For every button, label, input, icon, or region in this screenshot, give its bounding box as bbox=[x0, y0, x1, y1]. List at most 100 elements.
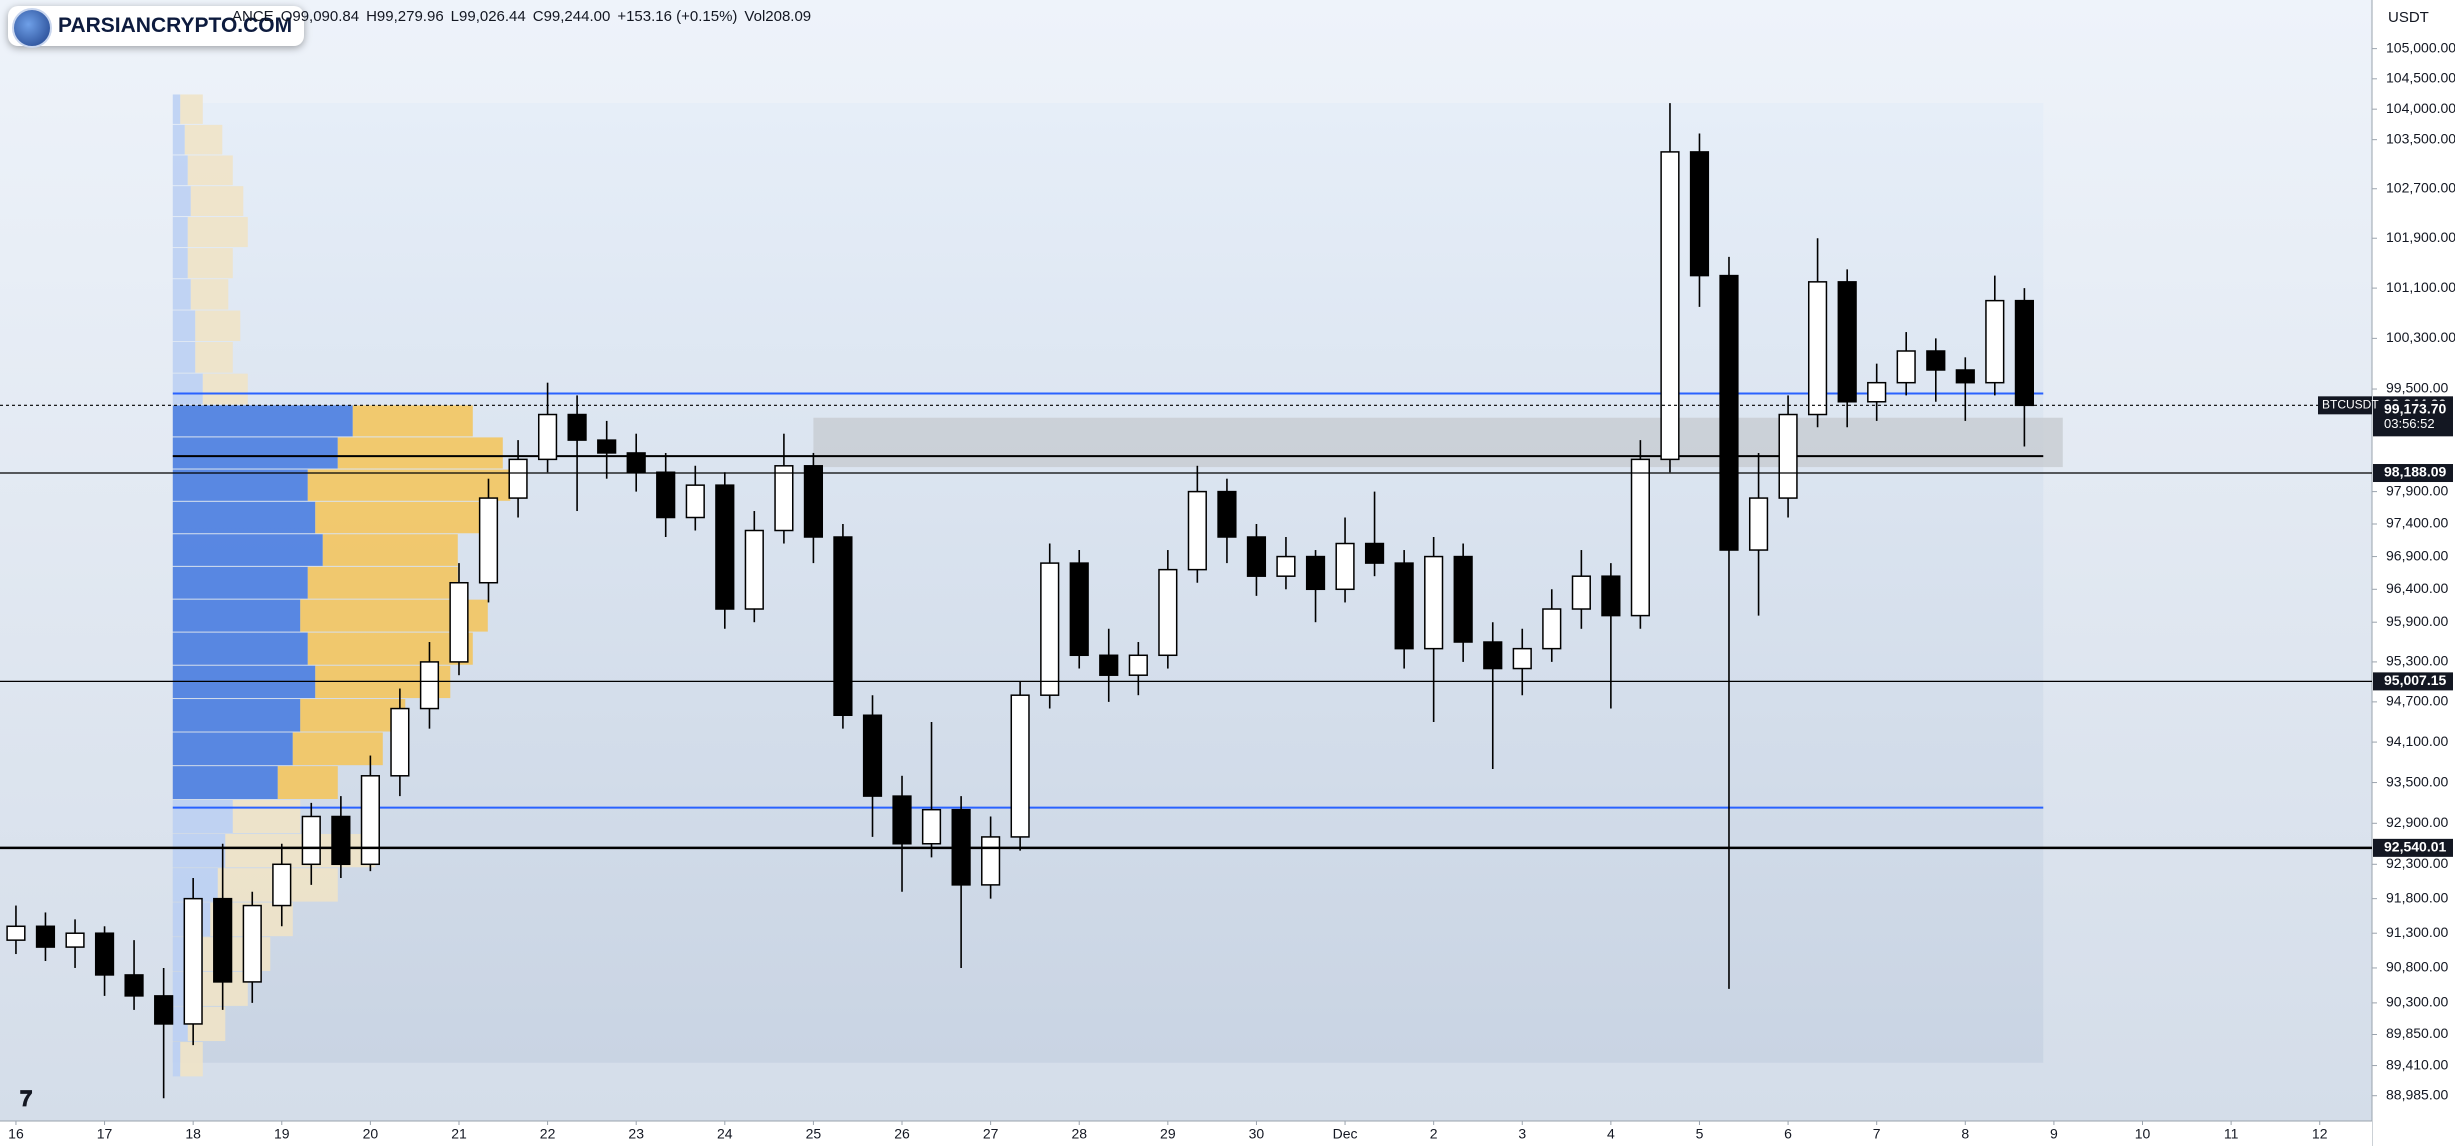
x-tick-label: 8 bbox=[1961, 1126, 1969, 1142]
symbol-tag: BTCUSDT bbox=[2322, 398, 2379, 412]
x-tick-label: 4 bbox=[1607, 1126, 1615, 1142]
y-tick-label: 105,000.00 bbox=[2386, 39, 2455, 55]
profile-down bbox=[172, 501, 316, 534]
candle-body bbox=[1394, 562, 1414, 650]
x-tick-label: 28 bbox=[1071, 1126, 1087, 1142]
y-tick-label: 90,800.00 bbox=[2386, 959, 2448, 975]
y-tick-label: 92,300.00 bbox=[2386, 855, 2448, 871]
profile-up bbox=[322, 534, 458, 566]
brand-text: PARSIANCRYPTO.COM bbox=[58, 14, 293, 37]
candle-body bbox=[360, 775, 380, 866]
candle-body bbox=[1364, 542, 1385, 564]
candle-body bbox=[124, 974, 144, 997]
candle-body bbox=[1187, 490, 1207, 571]
x-tick-label: 9 bbox=[2050, 1126, 2058, 1142]
brand-icon bbox=[12, 8, 52, 48]
candle-body bbox=[1660, 151, 1680, 461]
tv-mark: 𝟕 bbox=[20, 1086, 33, 1111]
candle-body bbox=[1512, 647, 1532, 670]
profile-down bbox=[172, 799, 233, 834]
candle-body bbox=[242, 904, 262, 983]
candle-body bbox=[1010, 694, 1030, 838]
candle-body bbox=[478, 497, 499, 584]
profile-up bbox=[232, 799, 301, 834]
profile-down bbox=[172, 732, 293, 766]
profile-down bbox=[172, 766, 278, 799]
header-item: O99,090.84 bbox=[280, 8, 360, 25]
price-tag-label: 92,540.01 bbox=[2384, 839, 2446, 855]
y-tick-label: 104,500.00 bbox=[2386, 70, 2455, 86]
profile-down bbox=[172, 632, 308, 665]
profile-up bbox=[190, 279, 229, 310]
candle-body bbox=[1040, 562, 1060, 696]
y-tick-label: 94,700.00 bbox=[2386, 693, 2448, 709]
brand-logo: PARSIANCRYPTO.COM bbox=[8, 6, 305, 48]
y-tick-label: 103,500.00 bbox=[2386, 130, 2455, 146]
profile-up bbox=[225, 834, 376, 868]
x-tick-label: 7 bbox=[1873, 1126, 1881, 1142]
x-tick-label: 12 bbox=[2312, 1126, 2328, 1142]
x-tick-label: 17 bbox=[97, 1126, 113, 1142]
profile-up bbox=[300, 699, 406, 732]
y-tick-label: 101,100.00 bbox=[2386, 279, 2455, 295]
profile-up bbox=[195, 342, 233, 373]
y-tick-label: 97,900.00 bbox=[2386, 482, 2448, 498]
y-tick-label: 89,410.00 bbox=[2386, 1056, 2448, 1072]
candle-body bbox=[862, 714, 883, 797]
y-tick-label: 100,300.00 bbox=[2386, 329, 2455, 345]
candle-body bbox=[1542, 608, 1562, 650]
x-tick-label: 2 bbox=[1430, 1126, 1438, 1142]
profile-up bbox=[187, 217, 248, 248]
profile-up bbox=[187, 248, 233, 279]
header-item: Vol208.09 bbox=[744, 8, 812, 25]
candle-body bbox=[1305, 555, 1326, 591]
candle-body bbox=[1128, 654, 1148, 676]
y-tick-label: 92,900.00 bbox=[2386, 814, 2448, 830]
candle-body bbox=[1601, 575, 1621, 617]
countdown: 03:56:52 bbox=[2384, 416, 2435, 431]
x-tick-label: 20 bbox=[363, 1126, 379, 1142]
x-tick-label: 22 bbox=[540, 1126, 556, 1142]
y-tick-label: 93,500.00 bbox=[2386, 773, 2448, 789]
candle-body bbox=[715, 484, 735, 610]
x-tick-label: 16 bbox=[8, 1126, 24, 1142]
candle-body bbox=[1955, 369, 1975, 384]
candle-body bbox=[1926, 350, 1946, 371]
price-tag-label: 98,188.09 bbox=[2384, 464, 2446, 480]
profile-down bbox=[172, 373, 203, 405]
candle-body bbox=[508, 458, 528, 499]
y-tick-label: 91,800.00 bbox=[2386, 889, 2448, 905]
profile-down bbox=[172, 834, 226, 868]
candle-body bbox=[537, 413, 558, 461]
profile-up bbox=[195, 310, 241, 342]
profile-up bbox=[307, 632, 473, 665]
zone bbox=[813, 417, 2063, 468]
candle-body bbox=[1719, 274, 1739, 551]
symbol-tag-box bbox=[2318, 396, 2372, 415]
candle-body bbox=[1335, 542, 1355, 591]
candle-body bbox=[1217, 490, 1237, 538]
header-item: ANCE bbox=[232, 8, 274, 25]
x-tick-label: 6 bbox=[1784, 1126, 1792, 1142]
profile-up bbox=[184, 124, 223, 155]
profile-down bbox=[172, 279, 191, 310]
candle-body bbox=[272, 863, 292, 907]
x-tick-label: 18 bbox=[185, 1126, 201, 1142]
candle-body bbox=[1453, 555, 1473, 643]
profile-up bbox=[307, 469, 511, 501]
x-tick-label: 25 bbox=[806, 1126, 822, 1142]
x-tick-label: 19 bbox=[274, 1126, 290, 1142]
candle-body bbox=[685, 484, 705, 519]
price-tag-label: 99,173.70 bbox=[2384, 401, 2446, 417]
candle-body bbox=[744, 529, 764, 610]
candle-body bbox=[1837, 281, 1857, 403]
candle-body bbox=[1424, 555, 1444, 650]
x-tick-label: 21 bbox=[451, 1126, 467, 1142]
candle-body bbox=[419, 661, 440, 710]
ohlc-header: ANCE O99,090.84 H99,279.96 L99,026.44 C99,24… bbox=[232, 8, 818, 25]
candle-body bbox=[567, 413, 587, 441]
price-tag bbox=[2373, 838, 2453, 857]
candle-body bbox=[1069, 562, 1089, 657]
